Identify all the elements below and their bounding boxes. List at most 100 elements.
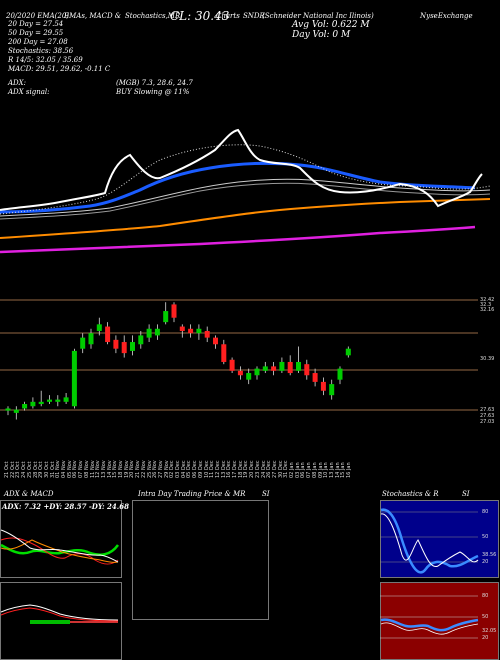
r-axis-80: 80 [482,593,489,599]
candle-body [262,366,268,371]
date-label: 23 Dec [254,460,261,478]
candle-body [345,348,351,356]
candle-body [154,328,160,336]
candle-body [130,342,135,351]
date-label: 12 Dec [214,460,221,478]
candle-body [229,359,235,371]
ema50-line [0,161,476,214]
moving-average-chart [0,128,491,254]
legend-ema50: 50 Day = 29.55 [8,29,64,37]
price-axis-label-7: 27.03 [480,419,495,425]
candle-body [287,361,293,374]
candle-body [22,404,28,409]
header-exchange: NyseExchange [420,12,473,20]
date-label: 22 Nov [140,460,147,478]
header-stoch-label: Stochastics,MR [125,12,181,20]
candlestick-chart [0,299,478,420]
candle-body [80,337,86,349]
ema20-line [0,128,483,211]
candle-body [146,328,152,338]
candle-body [88,333,94,345]
price-axis-label-3: 32.16 [480,307,495,313]
r-axis-20: 20 [482,635,489,641]
date-label: 16 Jan [346,462,352,478]
stoch-axis-80: 80 [482,509,489,515]
price-axis-label-6: 27.63 [480,413,495,419]
header-avg-vol: Avg Vol: 0.622 M [292,20,370,30]
candle-body [55,399,61,402]
stoch-axis-value: 38.56 [482,552,497,558]
stoch-axis-20: 20 [482,559,489,565]
adx-panel-title: ADX & MACD [4,490,54,498]
candle-body [188,328,194,334]
date-label: 13 Jan [328,462,335,478]
date-label: 27 Dec [271,460,278,478]
header-charts-label: Charts [216,12,240,20]
adx-readout: ADX: 7.32 +DY: 28.57 -DY: 24.68 [2,502,129,511]
candle-body [237,370,243,376]
candle-body [254,368,260,376]
macd-panel [0,582,122,660]
header-close-price: CL: 30.43 [170,9,230,23]
legend-ema20: 20 Day = 27.54 [8,20,64,28]
candle-body [5,408,11,411]
candle-body [30,401,36,407]
candle-body [304,364,310,376]
candle-body [96,324,102,331]
header-symbol: SNDR [243,12,265,20]
candle-body [337,368,343,380]
candle-body [47,399,52,402]
candle-body [121,342,127,354]
candle-body [13,409,19,413]
ema200-line [0,198,491,239]
candle-body [329,384,335,396]
stoch-axis-50: 50 [482,534,489,540]
date-label: 08 Nov [83,460,90,478]
r-axis-value: 32.05 [482,628,497,634]
date-label: 25 Oct [26,461,33,478]
legend-adx-values: (MGB) 7.3, 28.6, 24.7 [116,79,193,87]
date-label: 09 Dec [197,460,204,478]
adx-panel [0,500,122,578]
stoch-panel-si: SI [462,490,470,498]
date-label: 30 Oct [43,461,50,478]
candle-body [196,328,202,334]
candle-body [320,381,326,391]
candle-body [179,326,185,331]
legend-adx-signal: ADX signal: [8,88,50,96]
date-label: 27 Nov [157,460,164,478]
candle-body [221,344,227,362]
ema-thin-line-1 [0,178,491,217]
price-axis-label-4: 30.39 [480,356,495,362]
stoch-panel-title: Stochastics & R [382,490,439,498]
candle-body [38,401,44,405]
candle-body [279,361,285,371]
ema-long-line [0,225,476,254]
candle-body [213,337,218,345]
candle-body [63,397,69,402]
candle-body [312,373,318,382]
candle-body [105,326,111,343]
header-date-ema: 20/2020 EMA(20) [6,12,70,20]
header-indicators: EMAs, MACD & [64,12,122,20]
candle-body [246,373,252,380]
header-company: (Schneider National Inc Ilinois) [262,12,374,20]
candle-body [271,366,277,371]
legend-ema200: 200 Day = 27.08 [8,38,68,46]
candle-body [163,311,169,323]
candle-body [138,335,144,345]
legend-adx-signal-value: BUY Slowing @ 11% [116,88,190,96]
price-axis-label-1: 32.42 [480,297,495,303]
price-axis-label-2: 32.3 [480,302,492,308]
date-label: 13 Nov [100,460,107,478]
candle-body [171,304,177,318]
legend-macd: MACD: 29.51, 29.62, -0.11 C [8,65,111,73]
intra-panel-title: Intra Day Trading Price & MR [138,490,246,498]
legend-stochastics: Stochastics: 38.56 [8,47,74,55]
candle-body [113,339,119,349]
price-axis-label-5: 27.63 [480,407,495,413]
r-axis-50: 50 [482,614,489,620]
ema-thin-line-2 [0,182,491,220]
legend-r-line: R 14/5: 32.05 / 35.69 [8,56,83,64]
candle-body [71,350,77,407]
